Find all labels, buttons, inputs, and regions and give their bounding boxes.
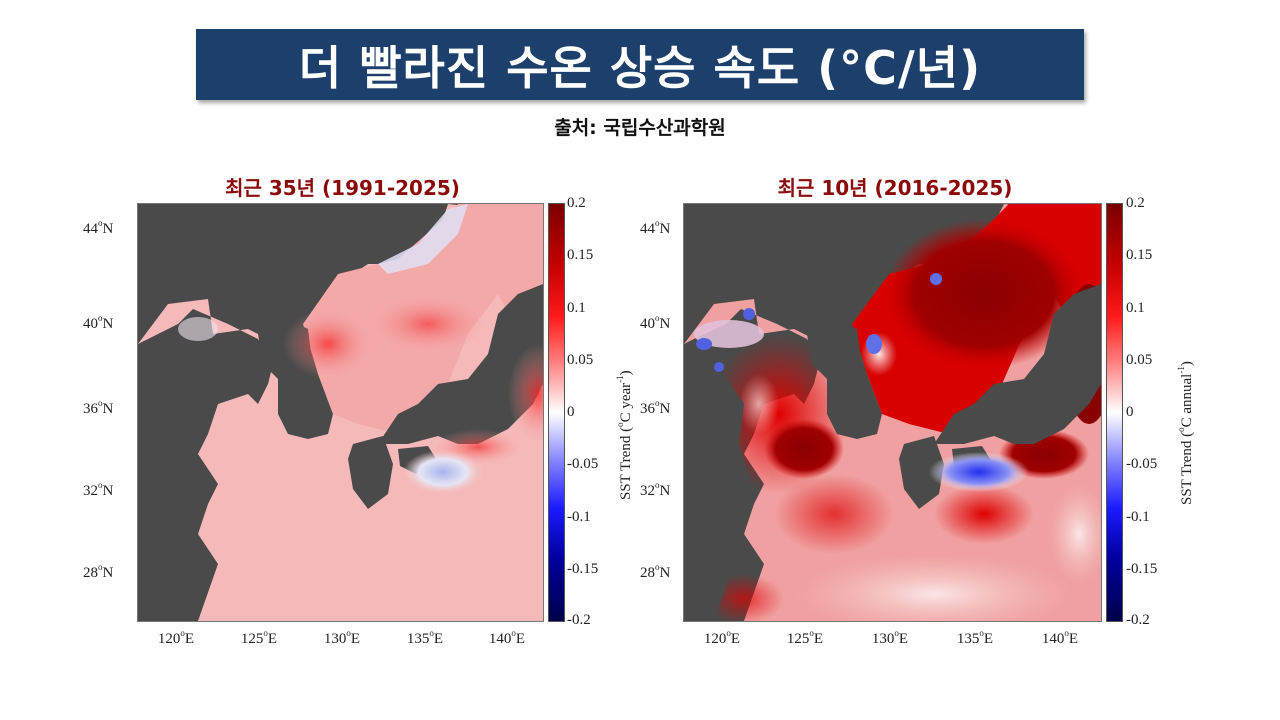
- panel-1-title: 최근 35년 (1991-2025): [225, 176, 460, 200]
- panel-2-xtick-130e: 130oE: [871, 628, 909, 647]
- panel-1-ctick: 0.1: [567, 300, 586, 316]
- panel-2-xtick-135e: 135oE: [956, 628, 994, 647]
- panel-1-xtick-140e: 140oE: [488, 628, 526, 647]
- sst-trend-map-35yr: [138, 204, 543, 621]
- panel-2-ctick: 0.05: [1126, 352, 1153, 368]
- panel-2-ctick: -0.1: [1126, 509, 1150, 525]
- panel-2-ctick: -0.2: [1126, 612, 1150, 628]
- panel-2-ytick-32n: 32oN: [640, 480, 671, 499]
- panel-1-ytick-32n: 32oN: [83, 480, 114, 499]
- panel-1-ctick: 0.15: [567, 247, 594, 263]
- panel-1-xtick-125e: 125oE: [240, 628, 278, 647]
- panel-2-xtick-140e: 140oE: [1041, 628, 1079, 647]
- source-caption: 출처: 국립수산과학원: [554, 117, 726, 139]
- panel-1-ctick: -0.05: [567, 456, 599, 472]
- panel-1-colorbar-label: SST Trend (oC year-1): [615, 370, 634, 500]
- panel-1-ctick: -0.2: [567, 612, 591, 628]
- panel-1-ctick: -0.15: [567, 561, 599, 577]
- panel-2-ctick: 0: [1126, 404, 1134, 420]
- panel-2-xtick-125e: 125oE: [786, 628, 824, 647]
- panel-2-map: [683, 203, 1102, 622]
- panel-2-xtick-120e: 120oE: [703, 628, 741, 647]
- panel-1-xtick-130e: 130oE: [323, 628, 361, 647]
- panel-1-colorbar: [548, 203, 565, 622]
- panel-2-title: 최근 10년 (2016-2025): [777, 176, 1013, 200]
- panel-1-ctick: 0.2: [567, 195, 586, 211]
- panel-2-colorbar-label: SST Trend (oC annual-1): [1176, 361, 1195, 505]
- panel-1-ytick-28n: 28oN: [83, 562, 114, 581]
- title-banner: 더 빨라진 수온 상승 속도 (°C/년): [196, 29, 1084, 100]
- sst-trend-map-10yr: [684, 204, 1101, 621]
- panel-2-ctick: 0.2: [1126, 195, 1145, 211]
- panel-2-ytick-44n: 44oN: [640, 218, 671, 237]
- panel-2-colorbar: [1106, 203, 1123, 622]
- panel-1-ctick: -0.1: [567, 509, 591, 525]
- panel-1-ytick-36n: 36oN: [83, 398, 114, 417]
- page-title: 더 빨라진 수온 상승 속도 (°C/년): [298, 40, 982, 95]
- panel-2-ctick: 0.1: [1126, 300, 1145, 316]
- panel-2-ytick-36n: 36oN: [640, 398, 671, 417]
- panel-1-ytick-40n: 40oN: [83, 313, 114, 332]
- panel-1-ctick: 0: [567, 404, 575, 420]
- panel-2-ctick: -0.05: [1126, 456, 1158, 472]
- panel-2-ytick-40n: 40oN: [640, 313, 671, 332]
- panel-1-ctick: 0.05: [567, 352, 594, 368]
- panel-1-xtick-135e: 135oE: [406, 628, 444, 647]
- panel-2-ctick: -0.15: [1126, 561, 1158, 577]
- panel-1-xtick-120e: 120oE: [157, 628, 195, 647]
- panel-2-ctick: 0.15: [1126, 247, 1153, 263]
- panel-2-ytick-28n: 28oN: [640, 562, 671, 581]
- panel-1-map: [137, 203, 544, 622]
- panel-1-ytick-44n: 44oN: [83, 218, 114, 237]
